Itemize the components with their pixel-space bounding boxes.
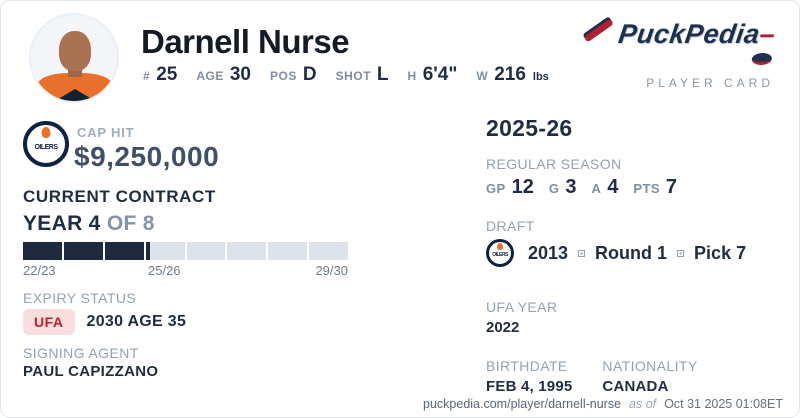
vital-value: D bbox=[302, 64, 317, 85]
contract-progress-bar bbox=[23, 242, 348, 260]
signing-agent-label: SIGNING AGENT bbox=[23, 345, 139, 361]
oilers-logo: OILERS bbox=[23, 121, 69, 167]
season-stats-row: GP 12 G 3 A 4 PTS 7 bbox=[486, 176, 786, 199]
nationality-block: NATIONALITY CANADA bbox=[602, 358, 697, 395]
as-of-label: as of bbox=[629, 397, 657, 411]
vital-label: AGE bbox=[196, 69, 224, 83]
vital-label: W bbox=[476, 69, 489, 83]
stat-points: PTS 7 bbox=[633, 176, 677, 199]
hockey-stick-icon bbox=[583, 18, 614, 43]
contract-year-line: YEAR 4 OF 8 bbox=[23, 212, 155, 236]
oil-drop-icon bbox=[41, 127, 51, 138]
vital-label: SHOT bbox=[335, 69, 371, 83]
vital-number: # 25 bbox=[143, 64, 177, 86]
player-head bbox=[59, 31, 91, 71]
vital-shot: SHOT L bbox=[336, 64, 389, 86]
oilers-draft-logo: OILERS bbox=[486, 239, 514, 267]
current-contract-title: CURRENT CONTRACT bbox=[23, 187, 216, 206]
ufa-year-label: UFA YEAR bbox=[486, 299, 558, 315]
oilers-logo-text: OILERS bbox=[492, 251, 508, 258]
birthdate-block: BIRTHDATE FEB 4, 1995 bbox=[486, 358, 572, 395]
vital-position: POS D bbox=[270, 64, 317, 86]
puckpedia-logo: PuckPedia– PLAYER CARD bbox=[583, 18, 777, 90]
player-name: Darnell Nurse bbox=[141, 23, 350, 60]
ufa-year-value: 2022 bbox=[486, 319, 520, 336]
vital-label: POS bbox=[269, 69, 297, 83]
oil-drop-icon bbox=[497, 243, 503, 250]
stat-label: G bbox=[548, 181, 560, 196]
puck-icon bbox=[751, 52, 773, 65]
expiry-status-row: UFA 2030 AGE 35 bbox=[23, 309, 186, 335]
draft-row: OILERS 2013 Round 1 Pick 7 bbox=[486, 239, 786, 267]
signing-agent-value: PAUL CAPIZZANO bbox=[23, 363, 159, 380]
draft-label: DRAFT bbox=[486, 218, 535, 234]
timestamp: Oct 31 2025 01:08ET bbox=[664, 397, 783, 411]
vital-label: H bbox=[407, 69, 417, 83]
vital-value: 25 bbox=[156, 64, 178, 85]
season-column: 2025-26 REGULAR SEASON GP 12 G 3 A 4 PTS… bbox=[486, 115, 786, 395]
vital-value: 30 bbox=[229, 64, 251, 85]
contract-bar-segment bbox=[104, 242, 144, 260]
draft-round: Round 1 bbox=[595, 242, 668, 263]
cap-hit-label: CAP HIT bbox=[77, 125, 135, 140]
contract-bar-segment bbox=[145, 242, 185, 260]
season-title: 2025-26 bbox=[486, 115, 573, 141]
stat-gp: GP 12 bbox=[486, 176, 534, 199]
contract-year-current: YEAR 4 bbox=[23, 212, 101, 235]
ufa-status-badge: UFA bbox=[23, 309, 75, 335]
player-card-label: PLAYER CARD bbox=[646, 76, 774, 90]
contract-bar-segment bbox=[309, 242, 348, 260]
vital-height: H 6'4" bbox=[408, 64, 458, 86]
birthdate-value: FEB 4, 1995 bbox=[486, 378, 573, 395]
puckpedia-wordmark: PuckPedia– bbox=[583, 18, 778, 68]
contract-bar-segment bbox=[268, 242, 308, 260]
player-vitals: # 25 AGE 30 POS D SHOT L H 6'4" W 216 lb… bbox=[143, 64, 549, 86]
stat-label: PTS bbox=[633, 181, 660, 196]
vital-age: AGE 30 bbox=[196, 64, 251, 86]
regular-season-label: REGULAR SEASON bbox=[486, 156, 622, 172]
oilers-logo-text: OILERS bbox=[34, 143, 58, 151]
player-url[interactable]: puckpedia.com/player/darnell-nurse bbox=[423, 397, 622, 411]
stat-value: 3 bbox=[565, 176, 577, 198]
nationality-label: NATIONALITY bbox=[602, 358, 698, 374]
player-photo bbox=[29, 13, 119, 103]
bar-label-mid: 25/26 bbox=[148, 263, 181, 278]
vital-label: # bbox=[143, 69, 151, 83]
vital-value: 216 bbox=[494, 64, 526, 85]
stat-value: 4 bbox=[607, 176, 619, 198]
contract-bar-segment bbox=[186, 242, 226, 260]
cap-hit-value: $9,250,000 bbox=[74, 141, 220, 172]
vital-value: L bbox=[376, 64, 389, 85]
brand-text: PuckPedia bbox=[616, 19, 762, 49]
stat-label: GP bbox=[486, 181, 506, 196]
vital-unit: lbs bbox=[532, 71, 549, 83]
vital-value: 6'4" bbox=[422, 64, 458, 85]
brand-dash: – bbox=[757, 19, 778, 49]
draft-pick: Pick 7 bbox=[694, 242, 747, 263]
separator-square-icon bbox=[677, 249, 685, 257]
nationality-value: CANADA bbox=[602, 378, 669, 395]
birthdate-label: BIRTHDATE bbox=[486, 358, 568, 374]
stat-value: 12 bbox=[511, 176, 534, 198]
stat-assists: A 4 bbox=[591, 176, 618, 199]
contract-bar-labels: 22/23 25/26 29/30 bbox=[23, 263, 348, 279]
draft-details: 2013 Round 1 Pick 7 bbox=[528, 243, 746, 264]
draft-year: 2013 bbox=[528, 242, 569, 263]
separator-square-icon bbox=[578, 249, 586, 257]
contract-bar-segment bbox=[63, 242, 103, 260]
vital-weight: W 216 lbs bbox=[476, 64, 548, 86]
contract-bar-segment bbox=[227, 242, 267, 260]
expiry-status-label: EXPIRY STATUS bbox=[23, 290, 137, 306]
contract-bar-segment bbox=[23, 242, 62, 260]
bar-label-start: 22/23 bbox=[23, 263, 56, 278]
stat-label: A bbox=[591, 181, 602, 196]
footer: puckpedia.com/player/darnell-nurse as of… bbox=[423, 397, 783, 411]
stat-value: 7 bbox=[665, 176, 678, 198]
bar-label-end: 29/30 bbox=[315, 263, 348, 278]
expiry-status-value: 2030 AGE 35 bbox=[86, 313, 187, 330]
stat-goals: G 3 bbox=[549, 176, 577, 199]
contract-year-total: OF 8 bbox=[106, 212, 155, 235]
birthdate-nationality-row: BIRTHDATE FEB 4, 1995 NATIONALITY CANADA bbox=[486, 358, 786, 395]
